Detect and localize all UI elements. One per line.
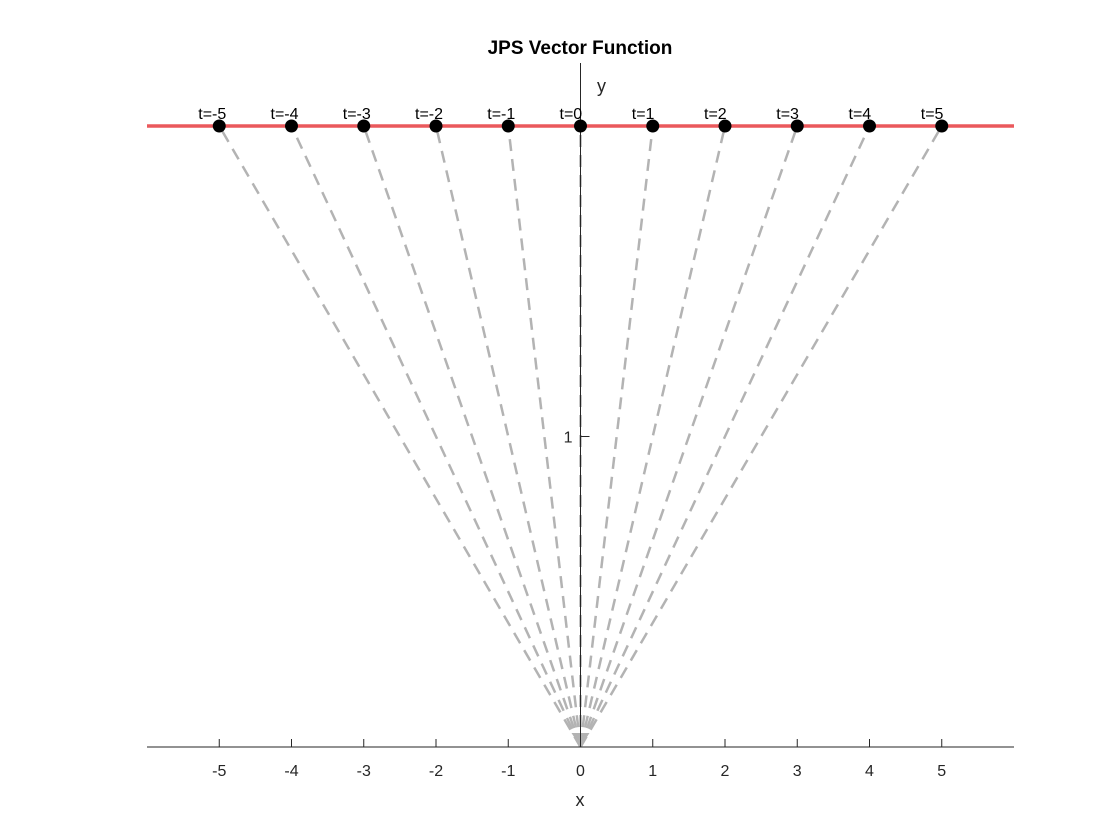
point-t-4 bbox=[285, 119, 298, 133]
point-label-t-2: t=-2 bbox=[415, 106, 443, 123]
x-tick-label: -4 bbox=[284, 763, 298, 780]
position-vector--3 bbox=[362, 125, 582, 748]
x-ticks: -5 -4 -3 -2 -1 0 1 2 3 4 5 bbox=[212, 739, 946, 780]
position-vector-1 bbox=[579, 125, 654, 748]
point-label-t2: t=2 bbox=[704, 106, 727, 123]
point-label-t-3: t=-3 bbox=[343, 106, 371, 123]
position-vector--4 bbox=[290, 125, 582, 748]
chart-title: JPS Vector Function bbox=[488, 38, 673, 59]
point-t3 bbox=[790, 119, 804, 133]
point-t4 bbox=[863, 119, 876, 133]
position-vector-2 bbox=[579, 125, 727, 748]
point-t-5 bbox=[212, 119, 226, 133]
y-tick-label: 1 bbox=[564, 430, 573, 447]
point-t-3 bbox=[357, 119, 371, 133]
point-label-t-4: t=-4 bbox=[271, 106, 299, 123]
position-vector--1 bbox=[507, 125, 582, 748]
x-tick-label: 2 bbox=[721, 763, 730, 780]
x-tick-label: 3 bbox=[793, 763, 802, 780]
x-tick-label: -3 bbox=[357, 763, 371, 780]
axes-layer bbox=[147, 63, 1014, 748]
point-t-2 bbox=[429, 119, 443, 133]
position-vector--5 bbox=[218, 125, 582, 748]
position-vector--2 bbox=[434, 125, 582, 748]
x-tick-label: 4 bbox=[865, 763, 874, 780]
x-tick-label: -2 bbox=[429, 763, 443, 780]
position-vector-5 bbox=[579, 125, 943, 748]
x-tick-label: 0 bbox=[576, 763, 585, 780]
point-t-1 bbox=[501, 119, 515, 133]
point-t0 bbox=[574, 119, 587, 133]
position-vector-4 bbox=[579, 125, 871, 748]
position-vector-3 bbox=[579, 125, 799, 748]
point-t1 bbox=[646, 119, 660, 133]
point-t5 bbox=[935, 119, 949, 133]
point-label-t3: t=3 bbox=[776, 106, 799, 123]
points-layer bbox=[212, 119, 949, 133]
x-tick-label: 5 bbox=[937, 763, 946, 780]
point-t2 bbox=[718, 119, 732, 133]
point-label-t-1: t=-1 bbox=[487, 106, 515, 123]
x-tick-label: -5 bbox=[212, 763, 226, 780]
point-label-t4: t=4 bbox=[849, 106, 872, 123]
x-axis-label: x bbox=[576, 790, 585, 810]
point-label-t0: t=0 bbox=[560, 106, 583, 123]
point-label-t1: t=1 bbox=[632, 106, 655, 123]
x-tick-label: -1 bbox=[501, 763, 515, 780]
point-labels-layer: t=-5 t=-4 t=-3 t=-2 t=-1 t=0 t=1 t=2 t=3 t=4 t=5 bbox=[198, 106, 943, 123]
x-tick-label: 1 bbox=[648, 763, 657, 780]
y-ticks: 1 bbox=[564, 430, 590, 447]
point-label-t5: t=5 bbox=[921, 106, 944, 123]
y-axis-label: y bbox=[597, 76, 606, 96]
point-label-t-5: t=-5 bbox=[198, 106, 226, 123]
